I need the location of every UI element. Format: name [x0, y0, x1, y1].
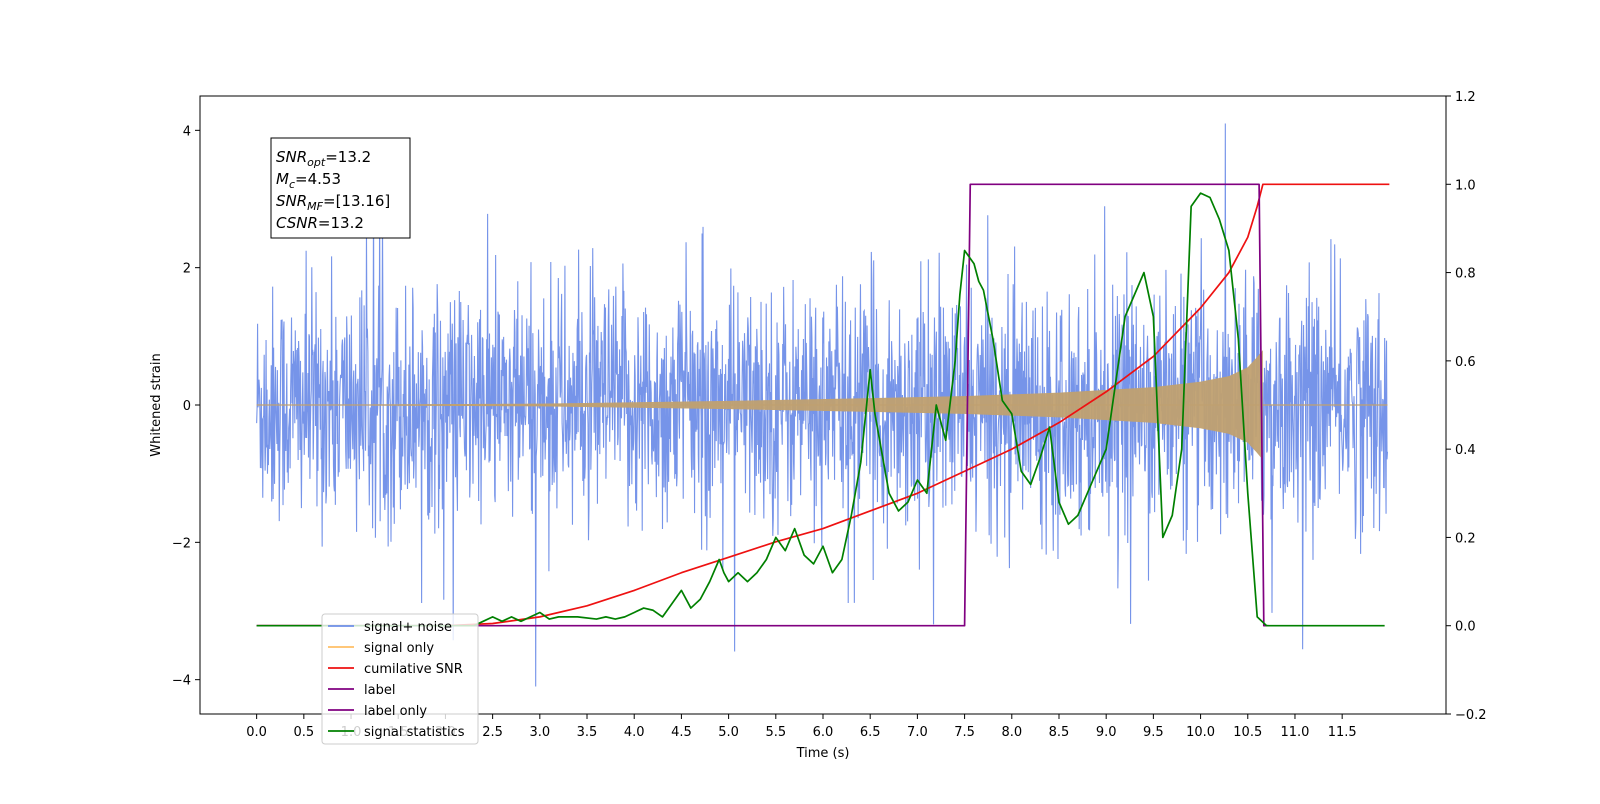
y-axis-left: −4 −2 0 2 4 — [172, 124, 200, 689]
legend-label: cumilative SNR — [364, 662, 463, 677]
legend-label: signal only — [364, 641, 434, 656]
x-tick-label: 11.0 — [1280, 725, 1309, 740]
annotation-subscript: c — [289, 178, 295, 191]
annotation-symbol: SNR — [276, 148, 307, 166]
x-tick-label: 7.5 — [954, 725, 975, 740]
x-tick-label: 4.0 — [624, 725, 645, 740]
y-tick-label: 4 — [183, 124, 191, 139]
legend-label: signal+ noise — [364, 620, 452, 635]
legend-frame — [321, 613, 479, 745]
annotation-value: =[13.16] — [323, 192, 390, 210]
series-label — [256, 183, 1269, 627]
x-tick-label: 9.5 — [1143, 725, 1164, 740]
legend-label: label — [364, 683, 395, 698]
x-tick-label: 5.5 — [765, 725, 786, 740]
y-axis-right: −0.2 0.0 0.2 0.4 0.6 0.8 1.0 1.2 — [1446, 90, 1487, 723]
annotation-symbol: SNR — [276, 192, 307, 210]
x-tick-label: 8.0 — [1001, 725, 1022, 740]
y2-tick-label: 0.4 — [1455, 443, 1476, 458]
x-axis-label: Time (s) — [796, 746, 850, 761]
annotation-line: CSNR=13.2 — [276, 214, 364, 232]
x-tick-label: 9.0 — [1096, 725, 1117, 740]
x-tick-label: 6.0 — [813, 725, 834, 740]
legend: signal+ noise signal only cumilative SNR la… — [321, 613, 479, 745]
annotation-value: =4.53 — [295, 170, 341, 188]
y2-tick-label: 1.2 — [1455, 90, 1476, 105]
x-tick-label: 2.5 — [482, 725, 503, 740]
annotation-subscript: MF — [307, 200, 323, 213]
x-tick-label: 8.5 — [1049, 725, 1070, 740]
x-tick-label: 4.5 — [671, 725, 692, 740]
annotation-line: Mc=4.53 — [276, 170, 341, 191]
x-tick-label: 5.0 — [718, 725, 739, 740]
annotation-symbol: M — [276, 170, 289, 188]
series-cumilative-snr — [256, 183, 1390, 627]
series-signal-statistics — [256, 192, 1385, 627]
y-tick-label: 2 — [183, 262, 191, 277]
y-axis-label: Whitened strain — [149, 353, 164, 456]
legend-label: label only — [364, 704, 427, 719]
x-tick-label: 7.0 — [907, 725, 928, 740]
x-tick-label: 3.0 — [529, 725, 550, 740]
y2-tick-label: 0.0 — [1455, 620, 1476, 635]
series-layer — [256, 123, 1390, 687]
y-tick-label: −2 — [172, 536, 191, 551]
legend-label: signal statistics — [364, 725, 465, 740]
x-tick-label: 10.5 — [1233, 725, 1262, 740]
annotation-line: SNRopt=13.2 — [276, 148, 371, 169]
series-signal-plus-noise — [256, 123, 1389, 687]
y2-tick-label: 0.6 — [1455, 355, 1476, 370]
annotation-line: SNRMF=[13.16] — [276, 192, 390, 213]
y2-tick-label: 0.8 — [1455, 267, 1476, 282]
x-tick-label: 11.5 — [1328, 725, 1357, 740]
y-tick-label: 0 — [183, 399, 191, 414]
annotation-frame — [270, 137, 411, 239]
x-tick-label: 6.5 — [860, 725, 881, 740]
y2-tick-label: −0.2 — [1455, 708, 1487, 723]
y2-tick-label: 0.2 — [1455, 531, 1476, 546]
y-tick-label: −4 — [172, 674, 191, 689]
x-tick-label: 3.5 — [577, 725, 598, 740]
x-tick-label: 0.0 — [246, 725, 267, 740]
x-tick-label: 0.5 — [293, 725, 314, 740]
annotation-subscript: opt — [307, 156, 326, 169]
annotation-value: =13.2 — [318, 214, 364, 232]
annotation-value: =13.2 — [325, 148, 371, 166]
x-tick-label: 10.0 — [1186, 725, 1215, 740]
y2-tick-label: 1.0 — [1455, 178, 1476, 193]
annotation-symbol: CSNR — [276, 214, 318, 232]
